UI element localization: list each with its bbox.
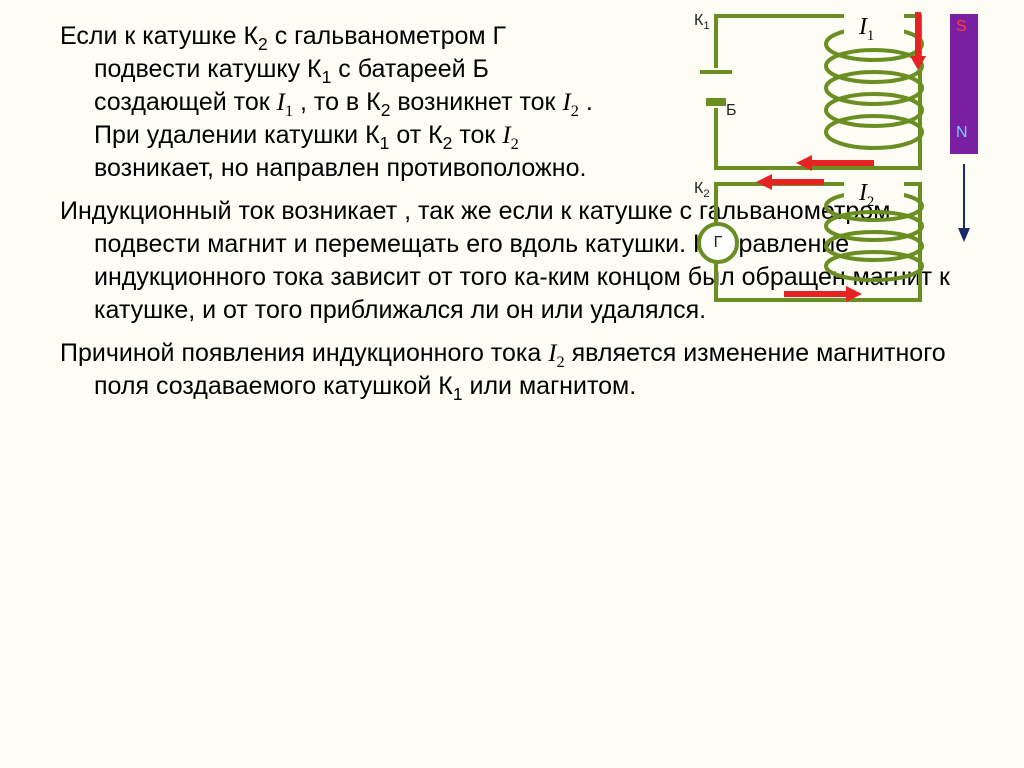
battery-short-plate — [706, 98, 726, 106]
label-b: Б — [726, 102, 737, 120]
magnet-s-pole: S — [950, 18, 978, 36]
magnet-motion-arrow — [954, 164, 974, 244]
i1-sub: 1 — [867, 28, 874, 44]
diagram: I1 К1 Б — [694, 8, 1012, 298]
battery-long-plate — [700, 70, 732, 74]
magnet-n-pole: N — [950, 124, 978, 142]
label-k1: К1 — [694, 12, 710, 32]
paragraph-1: Если к катушке К2 с гальванометром Г под… — [30, 20, 614, 185]
arrow-c1-bottom — [794, 155, 874, 173]
current-i2-label: I2 — [859, 180, 874, 211]
slide: I1 К1 Б — [0, 0, 1024, 768]
current-i1-label: I1 — [859, 14, 874, 45]
label-k2: К2 — [694, 180, 710, 200]
paragraph-3: Причиной появления индукционного тока I2… — [30, 337, 994, 403]
i-symbol: I — [859, 180, 867, 206]
magnet-bar: S N — [950, 14, 978, 154]
arrow-c2-bottom — [784, 286, 864, 304]
galvanometer: Г — [697, 222, 739, 264]
i2-sub: 2 — [867, 194, 874, 210]
arrow-c1-top — [910, 12, 932, 72]
arrow-c2-top — [754, 174, 824, 192]
i-symbol: I — [859, 14, 867, 40]
